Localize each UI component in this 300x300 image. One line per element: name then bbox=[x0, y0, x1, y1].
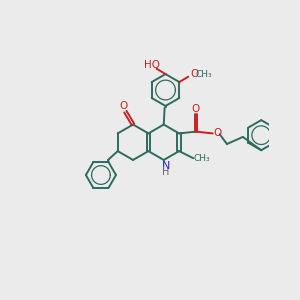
Text: O: O bbox=[192, 103, 200, 113]
Text: O: O bbox=[213, 128, 221, 138]
Text: CH₃: CH₃ bbox=[196, 70, 212, 79]
Text: CH₃: CH₃ bbox=[194, 154, 210, 163]
Text: N: N bbox=[162, 161, 170, 171]
Text: O: O bbox=[190, 69, 199, 79]
Text: HO: HO bbox=[144, 60, 160, 70]
Text: H: H bbox=[162, 167, 170, 176]
Text: O: O bbox=[120, 101, 128, 111]
